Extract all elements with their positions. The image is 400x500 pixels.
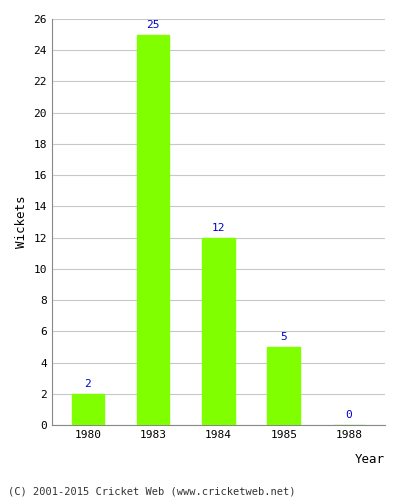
Text: 2: 2 [84, 379, 91, 389]
Text: (C) 2001-2015 Cricket Web (www.cricketweb.net): (C) 2001-2015 Cricket Web (www.cricketwe… [8, 487, 296, 497]
Text: Year: Year [355, 454, 385, 466]
Y-axis label: Wickets: Wickets [15, 196, 28, 248]
Text: 12: 12 [212, 223, 225, 233]
Bar [268, 347, 300, 425]
Bar [202, 238, 235, 425]
Text: 25: 25 [146, 20, 160, 30]
Bar [137, 34, 170, 425]
Bar [72, 394, 104, 425]
Text: 0: 0 [346, 410, 352, 420]
Text: 5: 5 [280, 332, 287, 342]
